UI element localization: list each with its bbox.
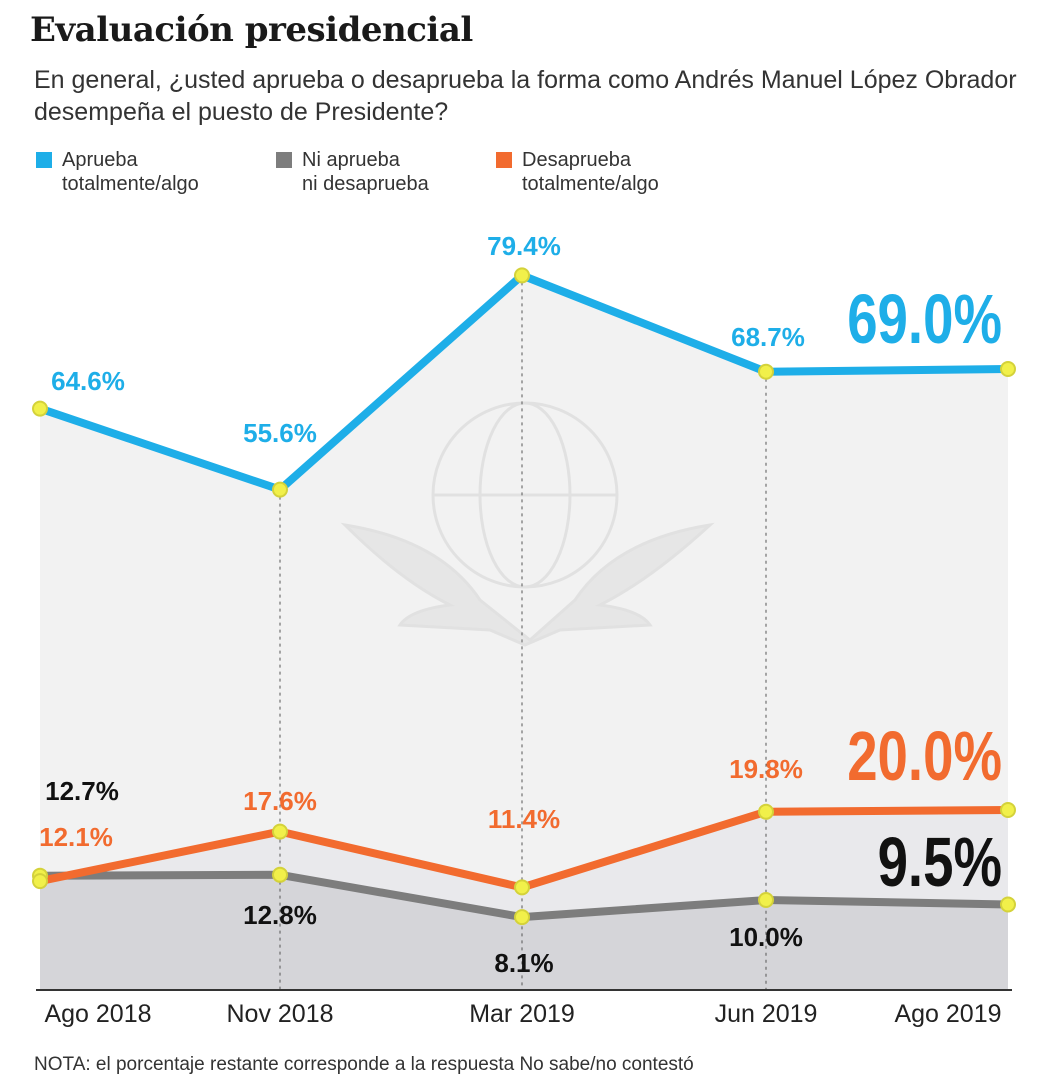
watermark-emblem: [340, 401, 715, 647]
legend-label-ni: Ni aprueba ni desaprueba: [302, 149, 429, 195]
chart-title: Evaluación presidencial: [30, 10, 473, 50]
desaprueba-label-3: 19.8%: [729, 754, 803, 784]
ni-label-0: 12.7%: [45, 776, 119, 806]
ni-label-1: 12.8%: [243, 900, 317, 930]
aprueba-marker-3: [758, 363, 774, 380]
x-tick-label-2: Mar 2019: [469, 1000, 575, 1028]
desaprueba-label-4: 20.0%: [847, 718, 1002, 796]
aprueba-label-2: 79.4%: [487, 231, 561, 261]
legend-item-aprueba: Aprueba totalmente/algo: [36, 148, 199, 196]
desaprueba-marker-1: [272, 823, 288, 840]
ni-label-2: 8.1%: [494, 948, 553, 978]
ni-marker-2: [514, 909, 530, 926]
desaprueba-marker-3: [758, 803, 774, 820]
x-tick-label-3: Jun 2019: [715, 1000, 818, 1028]
aprueba-label-4: 69.0%: [847, 281, 1002, 359]
desaprueba-marker-0: [32, 873, 48, 890]
chart-subtitle: En general, ¿usted aprueba o desaprueba …: [34, 66, 1017, 126]
x-tick-label-4: Ago 2019: [894, 1000, 1001, 1028]
x-tick-label-1: Nov 2018: [226, 1000, 333, 1028]
ni-marker-4: [1000, 896, 1016, 913]
legend-swatch-ni: [276, 152, 292, 168]
ni-label-4: 9.5%: [878, 824, 1002, 902]
aprueba-marker-2: [514, 267, 530, 284]
legend-swatch-aprueba: [36, 152, 52, 168]
aprueba-label-1: 55.6%: [243, 418, 317, 448]
legend-item-desaprueba: Desaprueba totalmente/algo: [496, 148, 659, 196]
legend-label-aprueba: Aprueba totalmente/algo: [62, 149, 199, 195]
desaprueba-label-0: 12.1%: [39, 822, 113, 852]
desaprueba-marker-4: [1000, 802, 1016, 818]
ni-marker-1: [272, 866, 288, 883]
footnote: NOTA: el porcentaje restante corresponde…: [34, 1054, 694, 1075]
aprueba-label-3: 68.7%: [731, 322, 805, 352]
aprueba-marker-0: [32, 400, 48, 417]
desaprueba-label-1: 17.6%: [243, 786, 317, 816]
aprueba-label-0: 64.6%: [51, 366, 125, 396]
x-tick-label-0: Ago 2018: [44, 1000, 151, 1028]
desaprueba-label-2: 11.4%: [488, 804, 560, 834]
desaprueba-marker-2: [514, 879, 530, 896]
aprueba-marker-4: [1000, 361, 1016, 377]
aprueba-marker-1: [272, 481, 288, 498]
ni-label-3: 10.0%: [729, 922, 803, 952]
legend-swatch-desaprueba: [496, 152, 512, 168]
legend-item-ni: Ni aprueba ni desaprueba: [276, 148, 429, 196]
legend-label-desaprueba: Desaprueba totalmente/algo: [522, 149, 659, 195]
ni-marker-3: [758, 892, 774, 908]
